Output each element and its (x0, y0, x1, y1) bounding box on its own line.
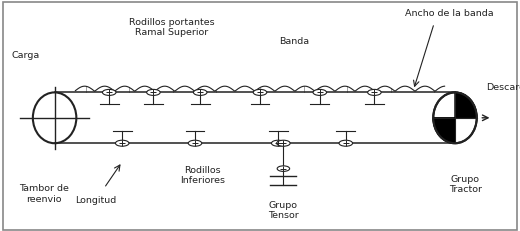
Text: Descarga: Descarga (486, 83, 520, 92)
Polygon shape (455, 92, 477, 118)
Text: Longitud: Longitud (75, 197, 117, 205)
Circle shape (277, 166, 290, 171)
Ellipse shape (433, 92, 477, 143)
Circle shape (102, 89, 116, 95)
Circle shape (253, 89, 267, 95)
Text: Rodillos
Inferiores: Rodillos Inferiores (180, 166, 225, 185)
Circle shape (339, 140, 353, 146)
Text: Grupo
Tensor: Grupo Tensor (268, 201, 299, 220)
Text: Grupo
Tractor: Grupo Tractor (449, 175, 482, 195)
Polygon shape (433, 118, 455, 143)
Text: Rodillos portantes
Ramal Superior: Rodillos portantes Ramal Superior (129, 18, 214, 37)
Circle shape (271, 140, 285, 146)
Circle shape (147, 89, 160, 95)
Text: Banda: Banda (279, 37, 309, 46)
Circle shape (277, 140, 290, 146)
Text: Carga: Carga (12, 51, 40, 60)
Text: Ancho de la banda: Ancho de la banda (406, 9, 494, 18)
Circle shape (115, 140, 129, 146)
Text: Tambor de
reenvio: Tambor de reenvio (19, 184, 69, 204)
Circle shape (313, 89, 327, 95)
Circle shape (193, 89, 207, 95)
Circle shape (188, 140, 202, 146)
Circle shape (368, 89, 381, 95)
